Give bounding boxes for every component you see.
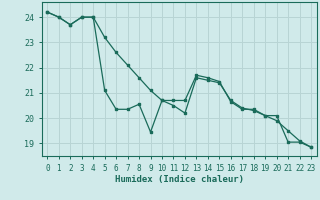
X-axis label: Humidex (Indice chaleur): Humidex (Indice chaleur): [115, 175, 244, 184]
